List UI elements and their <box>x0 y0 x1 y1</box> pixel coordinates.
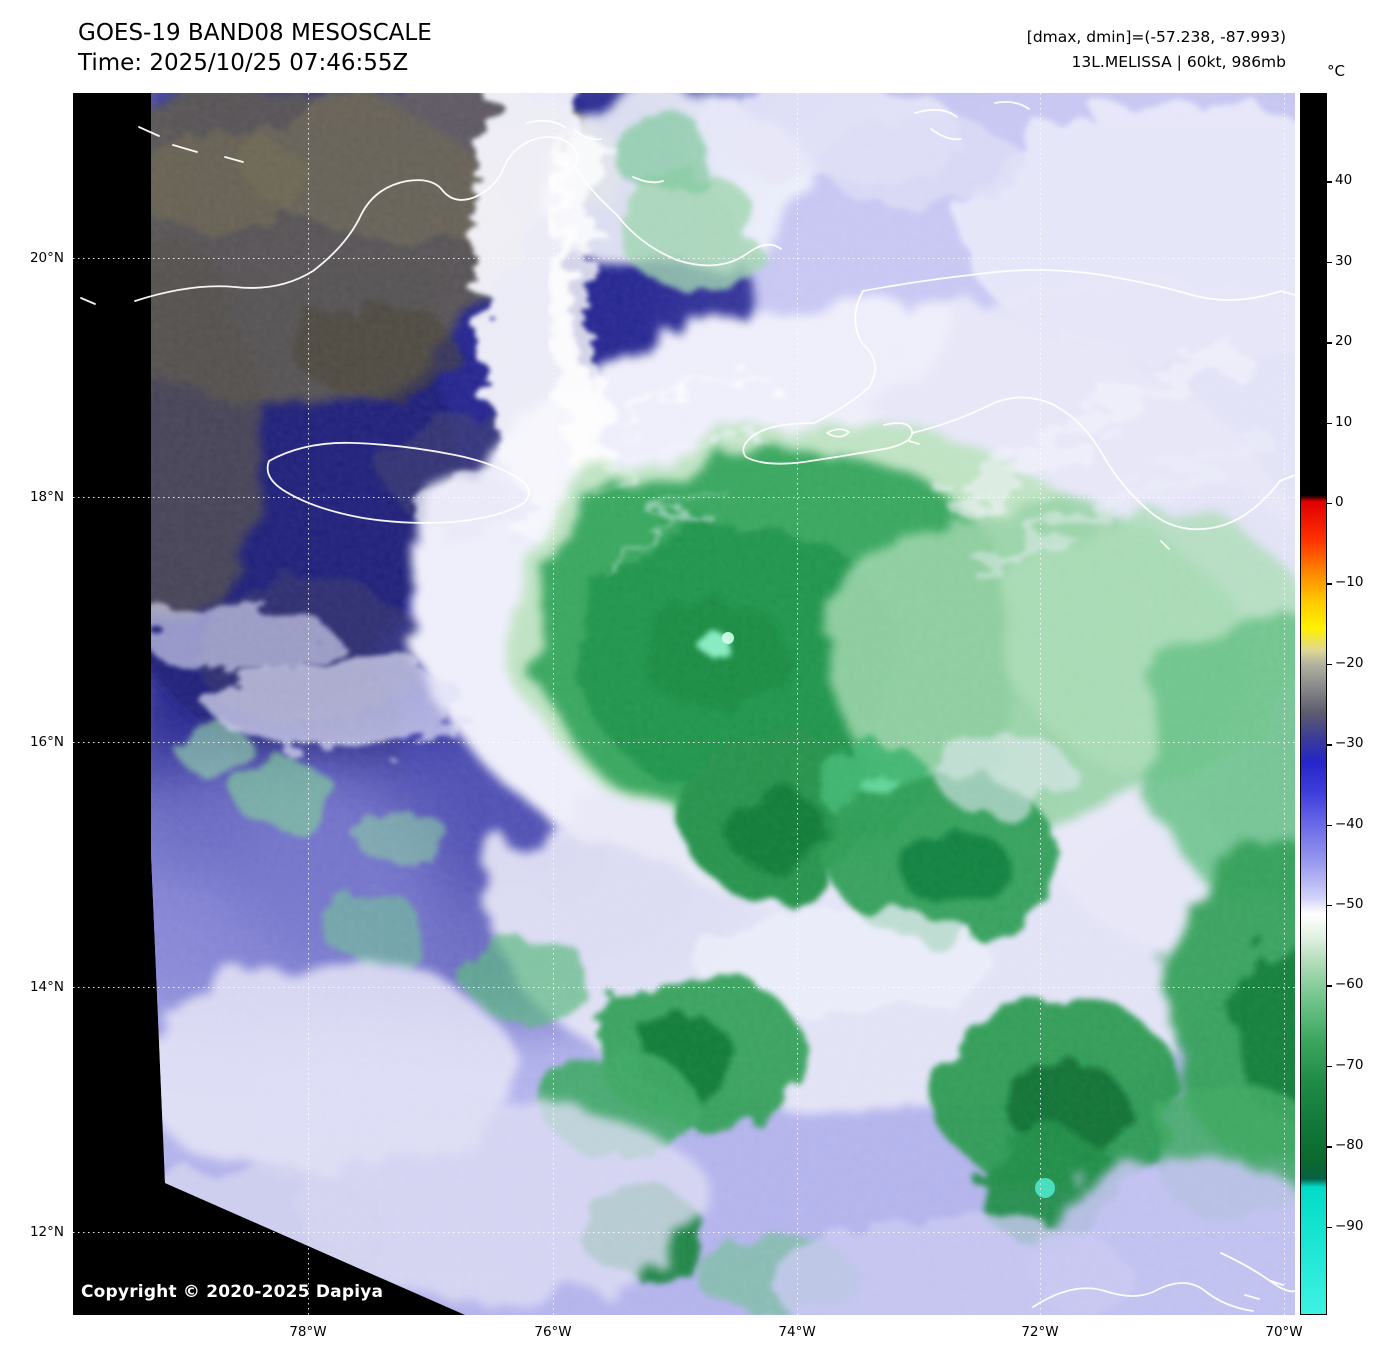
coastline-hispaniola-north <box>862 269 1295 301</box>
coastline-bahamas-banks <box>914 100 1030 141</box>
coastlines <box>80 100 1295 1312</box>
colorbar-tick-mark <box>1327 744 1332 746</box>
colorbar-tick-label: 20 <box>1335 333 1353 350</box>
coastline-south-america <box>1032 1252 1295 1312</box>
lon-tick-label: 78°W <box>289 1324 327 1340</box>
colorbar-tick-mark <box>1327 422 1332 424</box>
islands-aruba-curacao <box>1244 1280 1284 1300</box>
storm-annotation: 13L.MELISSA | 60kt, 986mb <box>1071 53 1286 71</box>
coastline-fragments-nw <box>80 126 244 305</box>
lon-tick-label: 74°W <box>778 1324 816 1340</box>
coastline-cuba-cays <box>526 119 664 184</box>
lat-tick-label: 20°N <box>29 249 64 266</box>
lon-tick-label: 70°W <box>1265 1324 1303 1340</box>
colorbar-tick-mark <box>1327 261 1332 264</box>
colorbar-unit: °C <box>1327 62 1345 80</box>
colorbar-tick-label: 0 <box>1335 493 1344 510</box>
lon-tick-label: 76°W <box>534 1324 572 1340</box>
colorbar-tick-mark <box>1327 1226 1332 1228</box>
colorbar-tick-label: −70 <box>1335 1056 1364 1073</box>
colorbar-tick-label: −20 <box>1335 654 1364 671</box>
timestamp: Time: 2025/10/25 07:46:55Z <box>78 50 409 76</box>
lat-tick-label: 16°N <box>29 734 64 750</box>
lat-tick-label: 12°N <box>29 1224 64 1241</box>
page-title: GOES-19 BAND08 MESOSCALE <box>78 20 432 46</box>
coastline-hispaniola-south <box>911 396 1295 531</box>
colorbar-tick-mark <box>1327 1146 1332 1148</box>
satellite-image <box>73 93 1295 1315</box>
colorbar-tick-label: −60 <box>1335 976 1364 993</box>
coastline-jamaica <box>266 441 530 524</box>
colorbar-tick-mark <box>1327 342 1332 344</box>
colorbar-tick-label: −40 <box>1335 815 1364 832</box>
colorbar: 40 30 20 10 0 −10 −20 −30 −40 −50 −60 −70 −80 −90 <box>1300 93 1364 1315</box>
satellite-map: Copyright © 2020-2025 Dapiya 20°N 18°N 16°… <box>30 93 1303 1340</box>
lat-tick-label: 14°N <box>29 979 64 995</box>
colorbar-tick-label: 30 <box>1335 252 1353 269</box>
island-south-haiti <box>908 440 1170 550</box>
colorbar-tick-label: −30 <box>1335 735 1364 752</box>
coastline-haiti-west <box>742 290 913 465</box>
colorbar-tick-label: −50 <box>1335 896 1364 913</box>
colorbar-tick-mark <box>1327 663 1332 666</box>
lake-enriquillo <box>826 428 850 438</box>
colorbar-tick-mark <box>1327 502 1332 505</box>
colorbar-tick-label: 10 <box>1335 413 1353 430</box>
colorbar-tick-mark <box>1327 1065 1332 1068</box>
colorbar-tick-label: −80 <box>1335 1137 1364 1154</box>
colorbar-tick-mark <box>1327 824 1332 826</box>
lat-tick-label: 18°N <box>29 488 64 505</box>
colorbar-tick-mark <box>1327 181 1332 183</box>
colorbar-tick-label: −90 <box>1335 1217 1364 1234</box>
coastline-cuba <box>134 136 782 302</box>
colorbar-gradient <box>1300 93 1327 1315</box>
colorbar-ticks: 40 30 20 10 0 −10 −20 −30 −40 −50 −60 −70 −80 −90 <box>1300 93 1364 1315</box>
colorbar-tick-mark <box>1327 985 1332 987</box>
colorbar-tick-label: −10 <box>1335 574 1364 591</box>
colorbar-tick-label: 40 <box>1335 172 1353 189</box>
copyright-text: Copyright © 2020-2025 Dapiya <box>81 1282 384 1302</box>
colorbar-tick-mark <box>1327 583 1332 585</box>
lon-tick-label: 72°W <box>1021 1324 1059 1340</box>
colorbar-tick-mark <box>1327 905 1332 907</box>
range-annotation: [dmax, dmin]=(-57.238, -87.993) <box>1026 28 1286 46</box>
